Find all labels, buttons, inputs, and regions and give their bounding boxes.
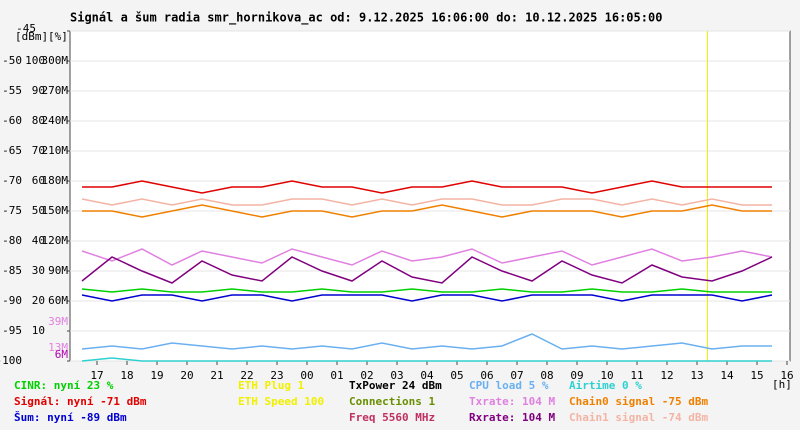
y3-tick-label: 210M (42, 144, 69, 157)
legend-entry: CINR: nyní 23 % (14, 379, 114, 392)
x-tick-label: 11 (630, 369, 643, 382)
y-axis-label: [dBm] (15, 30, 48, 43)
x-unit: [h] (772, 378, 792, 391)
y2-tick-label: 10 (32, 324, 45, 337)
series-line (81, 333, 772, 350)
x-tick-label: 22 (240, 369, 253, 382)
series-line (81, 357, 772, 362)
x-tick-label: 10 (600, 369, 613, 382)
x-tick-label: 08 (540, 369, 553, 382)
legend-entry: Rxrate: 104 M (469, 411, 555, 424)
series-line (82, 180, 772, 194)
y3-marker-label: 6M (55, 348, 69, 361)
y2-tick-label: 70 (32, 144, 45, 157)
legend-entry: ETH Plug 1 (238, 379, 305, 392)
y3-tick-label: 120M (42, 234, 69, 247)
legend-entry: TxPower 24 dBm (349, 379, 442, 392)
series-line (81, 256, 773, 284)
legend-entry: Chain0 signal -75 dBm (569, 395, 708, 408)
y3-tick-label: 180M (42, 174, 69, 187)
x-tick-label: 19 (150, 369, 163, 382)
x-tick-label: 13 (690, 369, 703, 382)
series-line (82, 204, 772, 218)
legend-entry: CPU load 5 % (469, 379, 549, 392)
x-tick-label: 12 (660, 369, 673, 382)
y2-tick-label: 50 (32, 204, 45, 217)
legend-entry: Airtime 0 % (569, 379, 642, 392)
x-tick-label: 00 (300, 369, 313, 382)
y2-tick-label: 20 (32, 294, 45, 307)
x-tick-label: 06 (480, 369, 493, 382)
y2-tick-label: 90 (32, 84, 45, 97)
x-tick-label: 20 (180, 369, 193, 382)
y3-tick-label: 90M (48, 264, 68, 277)
y-tick-label: -100 (0, 354, 22, 367)
x-tick-label: 17 (90, 369, 103, 382)
y2-tick-label: 40 (32, 234, 45, 247)
x-tick-label: 02 (360, 369, 373, 382)
legend-entry: Signál: nyní -71 dBm (14, 395, 147, 408)
y-tick-label: -45 (16, 22, 36, 35)
y-tick-label: -65 (2, 144, 22, 157)
y-tick-label: -50 (2, 54, 22, 67)
x-tick-label: 16 (780, 369, 793, 382)
x-tick-label: 05 (450, 369, 463, 382)
y2-tick-label: 60 (32, 174, 45, 187)
y2-tick-label: 30 (32, 264, 45, 277)
x-tick-label: 15 (750, 369, 763, 382)
y2-axis-label: [%] (48, 30, 68, 43)
y-tick-label: -95 (2, 324, 22, 337)
x-tick-label: 07 (510, 369, 523, 382)
y-tick-label: -90 (2, 294, 22, 307)
y3-marker-label: 13M (48, 341, 68, 354)
legend-entry: Txrate: 104 M (469, 395, 555, 408)
x-tick-label: 03 (390, 369, 403, 382)
legend-entry: ETH Speed 100 (238, 395, 324, 408)
y2-tick-label: 80 (32, 114, 45, 127)
y-tick-label: -75 (2, 204, 22, 217)
y-tick-label: -80 (2, 234, 22, 247)
x-tick-label: 18 (120, 369, 133, 382)
y-tick-label: -60 (2, 114, 22, 127)
legend-entry: Chain1 signal -74 dBm (569, 411, 708, 424)
legend-entry: Šum: nyní -89 dBm (14, 411, 127, 424)
y3-tick-label: 270M (42, 84, 69, 97)
chart-title: Signál a šum radia smr_hornikova_ac od: … (70, 11, 662, 26)
y3-marker-label: 39M (48, 315, 68, 328)
x-tick-label: 04 (420, 369, 434, 382)
y3-tick-label: 300M (42, 54, 69, 67)
x-tick-label: 21 (210, 369, 223, 382)
series-line (81, 248, 773, 266)
legend-entry: Connections 1 (349, 395, 435, 408)
y-tick-label: -55 (2, 84, 22, 97)
y-tick-label: -70 (2, 174, 22, 187)
y-tick-label: -85 (2, 264, 22, 277)
y3-tick-label: 240M (42, 114, 69, 127)
x-tick-label: 01 (330, 369, 343, 382)
x-tick-label: 14 (720, 369, 734, 382)
series-line (81, 288, 772, 293)
y2-tick-label: 100 (25, 54, 45, 67)
plot-area (69, 30, 791, 362)
series-line (81, 198, 772, 206)
x-tick-label: 09 (570, 369, 583, 382)
y3-tick-label: 150M (42, 204, 69, 217)
series-line (81, 294, 773, 302)
legend-entry: Freq 5560 MHz (349, 411, 435, 424)
x-tick-label: 23 (270, 369, 283, 382)
y3-tick-label: 60M (48, 294, 68, 307)
